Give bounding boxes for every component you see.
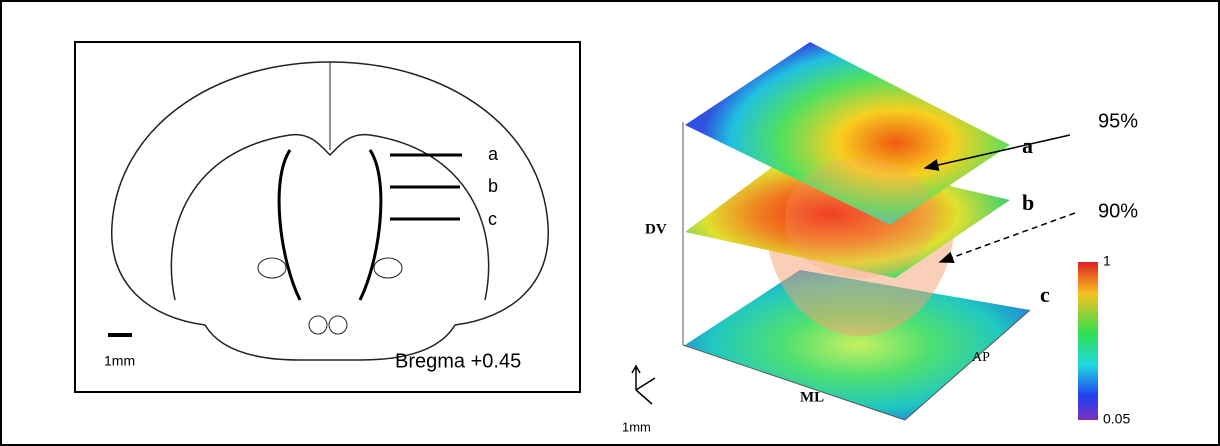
- colorbar-max: 1: [1103, 253, 1111, 269]
- slice-label: b: [488, 176, 498, 196]
- left-panel: a b c 1mm Bregma +0.45: [74, 41, 581, 393]
- axis-label: AP: [972, 350, 990, 365]
- slice-label: a: [488, 144, 499, 164]
- colorbar: [1078, 262, 1098, 420]
- scale-label: 1mm: [104, 353, 135, 369]
- plane-label: a: [1022, 133, 1033, 158]
- volume-90: [785, 158, 935, 278]
- ventricles: [277, 149, 383, 301]
- brain-outline: [111, 61, 549, 361]
- bregma-label: Bregma +0.45: [395, 350, 521, 372]
- scale-label: 1mm: [622, 419, 651, 434]
- plane-label: b: [1022, 190, 1034, 215]
- axis-label: DV: [645, 221, 667, 237]
- plane-c: [685, 270, 1030, 420]
- plane-label: c: [1040, 282, 1050, 307]
- slice-label: c: [488, 209, 497, 229]
- colorbar-min: 0.05: [1103, 411, 1130, 427]
- ap-axis: [904, 309, 1031, 421]
- panel-border: [74, 41, 581, 393]
- arrow-90: [938, 212, 1076, 264]
- axis-label: ML: [800, 389, 824, 405]
- structure: [308, 315, 328, 335]
- arrow-label: 95%: [1098, 110, 1138, 132]
- structure: [328, 315, 348, 335]
- ml-axis: [682, 344, 906, 421]
- right-panel: a b c 95% 90% DV ML AP 1mm 1 0.05: [622, 42, 1138, 434]
- plane-a: [685, 42, 1010, 225]
- arrow-label: 90%: [1098, 200, 1138, 222]
- structure: [373, 257, 403, 279]
- arrow-95: [923, 134, 1071, 171]
- cortex-inner: [170, 133, 490, 301]
- structure: [257, 257, 287, 279]
- orientation-icon: [631, 364, 656, 405]
